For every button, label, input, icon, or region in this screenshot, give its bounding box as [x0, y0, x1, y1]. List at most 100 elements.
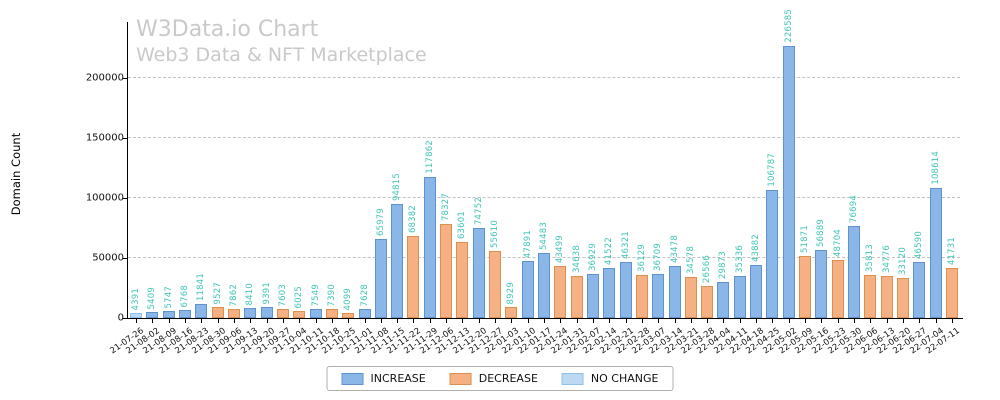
bar: [521, 261, 534, 318]
x-tick-mark: [429, 319, 431, 323]
bar: [440, 224, 453, 318]
x-tick-mark: [658, 319, 660, 323]
bar-value-label: 74752: [473, 196, 484, 225]
x-tick-mark: [266, 319, 268, 323]
bar-value-label: 7390: [326, 283, 337, 306]
x-axis-spine: [127, 318, 963, 319]
x-tick-mark: [625, 319, 627, 323]
bar: [228, 309, 241, 318]
bar-value-label: 117862: [424, 140, 435, 174]
x-tick-mark: [136, 319, 138, 323]
x-tick-mark: [902, 319, 904, 323]
bar: [717, 282, 730, 318]
bar: [489, 251, 502, 318]
bar-value-label: 9391: [261, 281, 272, 304]
bar: [733, 276, 746, 318]
bar: [652, 274, 665, 318]
bar-value-label: 76694: [848, 194, 859, 223]
bar-value-label: 47891: [522, 229, 533, 258]
x-tick-mark: [723, 319, 725, 323]
bar-value-label: 6025: [294, 285, 305, 308]
bar: [945, 268, 958, 318]
x-tick-mark: [772, 319, 774, 323]
bar: [179, 310, 192, 318]
bar-value-label: 46590: [914, 230, 925, 259]
x-tick-mark: [837, 319, 839, 323]
x-tick-mark: [756, 319, 758, 323]
y-axis-label: Domain Count: [9, 132, 23, 216]
bar-value-label: 94815: [392, 172, 403, 201]
legend-label: INCREASE: [370, 372, 426, 385]
y-tick-label: 100000: [85, 192, 124, 204]
bar: [913, 262, 926, 318]
bar-value-label: 54483: [539, 221, 549, 250]
plot-area: 4391 5409 5747 6768 11841 9527 7862 8410 9391 760…: [128, 9, 960, 318]
x-tick-mark: [168, 319, 170, 323]
bar-value-label: 46321: [620, 230, 631, 259]
bar-value-label: 108614: [930, 151, 941, 185]
x-tick-mark: [951, 319, 953, 323]
x-tick-mark: [690, 319, 692, 323]
x-tick-mark: [185, 319, 187, 323]
bar: [586, 274, 599, 318]
bar: [195, 304, 208, 318]
legend-item-decrease: DECREASE: [449, 372, 538, 385]
bar-value-label: 65979: [375, 207, 386, 236]
bar: [701, 286, 714, 318]
bar: [342, 313, 355, 318]
bar-value-label: 41731: [946, 236, 957, 265]
bar: [864, 275, 877, 318]
bar-value-label: 106787: [767, 153, 778, 187]
x-tick-mark: [821, 319, 823, 323]
bar-value-label: 36129: [636, 243, 647, 272]
x-tick-mark: [919, 319, 921, 323]
bar: [391, 204, 404, 318]
bar-value-label: 7628: [359, 283, 370, 306]
bar: [423, 177, 436, 318]
bar: [554, 266, 567, 318]
y-tick-mark: [123, 78, 127, 79]
legend-item-no-change: NO CHANGE: [561, 372, 659, 385]
x-tick-mark: [217, 319, 219, 323]
x-tick-mark: [299, 319, 301, 323]
bar: [244, 308, 257, 318]
bar-value-label: 36709: [653, 242, 664, 271]
bar-value-label: 43478: [669, 234, 680, 263]
bar: [635, 275, 648, 318]
legend-item-increase: INCREASE: [341, 372, 426, 385]
x-tick-mark: [886, 319, 888, 323]
bar-value-label: 6768: [180, 284, 191, 307]
legend-label: NO CHANGE: [590, 372, 659, 385]
x-tick-mark: [201, 319, 203, 323]
gridline: [128, 137, 960, 138]
bar-value-label: 34776: [881, 244, 892, 273]
bar-value-label: 29873: [718, 250, 729, 279]
x-tick-mark: [413, 319, 415, 323]
x-tick-mark: [331, 319, 333, 323]
decrease-swatch-icon: [449, 372, 472, 385]
bar: [570, 276, 583, 318]
x-tick-mark: [511, 319, 513, 323]
x-tick-mark: [348, 319, 350, 323]
increase-swatch-icon: [341, 372, 364, 385]
bar-value-label: 35813: [865, 243, 876, 272]
gridline: [128, 77, 960, 78]
bar-value-label: 34638: [571, 244, 582, 273]
bar: [847, 226, 860, 318]
bar-value-label: 7862: [229, 283, 240, 306]
bar: [211, 307, 224, 318]
bar: [260, 307, 273, 318]
x-tick-mark: [234, 319, 236, 323]
x-tick-mark: [364, 319, 366, 323]
x-tick-mark: [250, 319, 252, 323]
y-tick-mark: [123, 198, 127, 199]
bar-value-label: 4099: [343, 287, 354, 310]
y-tick-label: 150000: [85, 132, 124, 144]
bar-value-label: 68382: [408, 204, 419, 233]
x-tick-mark: [674, 319, 676, 323]
bar-value-label: 51871: [800, 224, 811, 253]
bar: [619, 262, 632, 318]
bar-value-label: 8410: [245, 282, 256, 305]
bar-value-label: 34578: [685, 245, 696, 274]
